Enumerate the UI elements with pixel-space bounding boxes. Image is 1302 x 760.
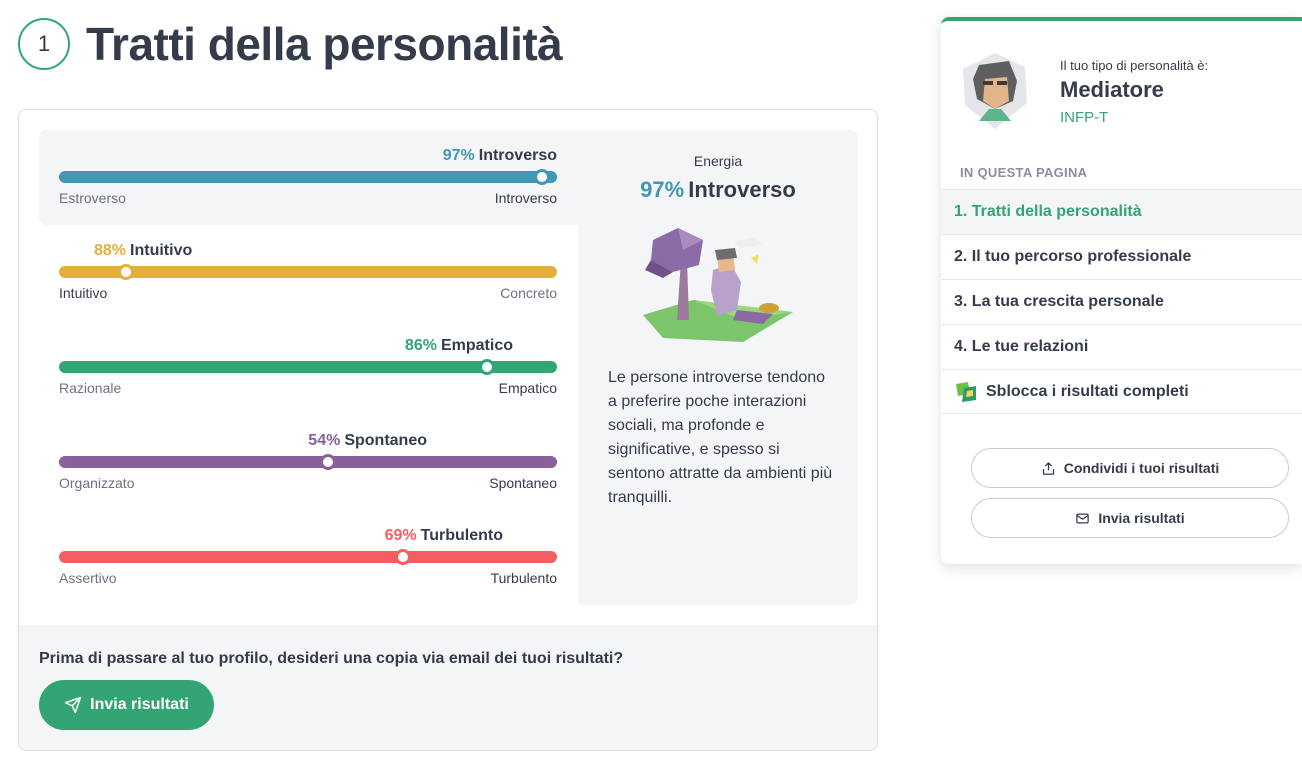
step-number: 1 xyxy=(18,18,70,70)
trait-row-energy[interactable]: 97% Introverso Estroverso Introverso xyxy=(59,147,557,217)
email-results-band: Prima di passare al tuo profilo, desider… xyxy=(19,625,877,750)
trait-name: Intuitivo xyxy=(130,242,193,259)
trait-label-right: Introverso xyxy=(494,190,557,206)
trait-name: Empatico xyxy=(440,337,513,354)
detail-percent: 97% xyxy=(640,177,685,202)
trait-heading: 54% Spontaneo xyxy=(308,432,427,450)
share-icon xyxy=(1042,461,1054,475)
trait-percent: 54% xyxy=(308,432,341,449)
trait-name: Introverso xyxy=(478,147,557,164)
detail-description: Le persone introverse tendono a preferir… xyxy=(608,369,833,506)
trait-knob xyxy=(118,264,135,280)
introvert-illustration xyxy=(643,228,793,342)
detail-eyebrow: Energia xyxy=(693,153,743,169)
type-eyebrow: Il tuo tipo di personalità è: xyxy=(1060,58,1209,73)
trait-row-mind[interactable]: 88% Intuitivo Intuitivo Concreto xyxy=(59,242,557,312)
trait-label-left: Estroverso xyxy=(59,190,126,206)
trait-label-left: Assertivo xyxy=(59,570,117,586)
unlock-label: Sblocca i risultati completi xyxy=(986,382,1189,400)
trait-percent: 88% xyxy=(94,242,127,259)
trait-name: Turbulento xyxy=(420,527,503,544)
type-code: INFP-T xyxy=(1060,109,1109,126)
trait-knob xyxy=(394,549,411,565)
trait-bar xyxy=(59,266,557,278)
trait-label-right: Empatico xyxy=(498,380,557,396)
detail-title: 97% Introverso xyxy=(578,177,858,203)
trait-label-left: Razionale xyxy=(59,380,122,396)
trait-label-right: Spontaneo xyxy=(489,475,557,491)
unlock-puzzle-icon xyxy=(956,381,976,402)
mediator-avatar xyxy=(963,53,1027,129)
type-name: Mediatore xyxy=(1060,77,1164,102)
trait-bar xyxy=(59,361,557,373)
trait-bar xyxy=(59,456,557,468)
toc-item-personality-traits[interactable]: 1. Tratti della personalità xyxy=(941,189,1302,234)
trait-detail-panel: Energia 97% Introverso Le persone introve… xyxy=(578,130,858,605)
share-results-label: Condividi i tuoi risultati xyxy=(1063,460,1220,476)
trait-bar xyxy=(59,171,557,183)
envelope-icon xyxy=(1076,513,1090,523)
page-toc: 1. Tratti della personalità 2. Il tuo pe… xyxy=(941,189,1302,414)
email-question: Prima di passare al tuo profilo, desider… xyxy=(39,650,624,667)
results-sidebar: Il tuo tipo di personalità è: Mediatore … xyxy=(941,17,1302,564)
trait-percent: 69% xyxy=(384,527,417,544)
toc-item-unlock[interactable]: Sblocca i risultati completi xyxy=(941,369,1302,414)
trait-label-left: Intuitivo xyxy=(59,285,108,301)
trait-knob xyxy=(534,169,551,185)
toc-item-relationships[interactable]: 4. Le tue relazioni xyxy=(941,324,1302,369)
toc-item-career-path[interactable]: 2. Il tuo percorso professionale xyxy=(941,234,1302,279)
trait-row-identity[interactable]: 69% Turbulento Assertivo Turbulento xyxy=(59,527,557,597)
email-results-button[interactable]: Invia risultati xyxy=(971,498,1289,538)
trait-label-right: Turbulento xyxy=(490,570,557,586)
trait-knob xyxy=(479,359,496,375)
trait-name: Spontaneo xyxy=(344,432,427,449)
toc-heading: IN QUESTA PAGINA xyxy=(960,165,1088,180)
trait-label-left: Organizzato xyxy=(59,475,135,491)
send-results-label: Invia risultati xyxy=(90,696,189,713)
page-title: Tratti della personalità xyxy=(86,18,563,70)
trait-row-tactics[interactable]: 54% Spontaneo Organizzato Spontaneo xyxy=(59,432,557,502)
email-results-label: Invia risultati xyxy=(1098,510,1185,526)
trait-heading: 86% Empatico xyxy=(405,337,513,355)
share-results-button[interactable]: Condividi i tuoi risultati xyxy=(971,448,1289,488)
send-results-button[interactable]: Invia risultati xyxy=(39,680,214,730)
paper-plane-icon xyxy=(64,696,82,714)
detail-name: Introverso xyxy=(688,177,796,202)
trait-heading: 97% Introverso xyxy=(443,147,557,165)
trait-bar xyxy=(59,551,557,563)
traits-card: 97% Introverso Estroverso Introverso 88% I… xyxy=(18,109,878,751)
trait-row-nature[interactable]: 86% Empatico Razionale Empatico xyxy=(59,337,557,407)
trait-percent: 86% xyxy=(404,337,437,354)
section-header: 1 Tratti della personalità xyxy=(18,17,563,71)
toc-item-personal-growth[interactable]: 3. La tua crescita personale xyxy=(941,279,1302,324)
trait-label-right: Concreto xyxy=(500,285,557,301)
trait-heading: 88% Intuitivo xyxy=(94,242,192,260)
trait-percent: 97% xyxy=(442,147,475,164)
trait-knob xyxy=(319,454,336,470)
trait-heading: 69% Turbulento xyxy=(385,527,503,545)
